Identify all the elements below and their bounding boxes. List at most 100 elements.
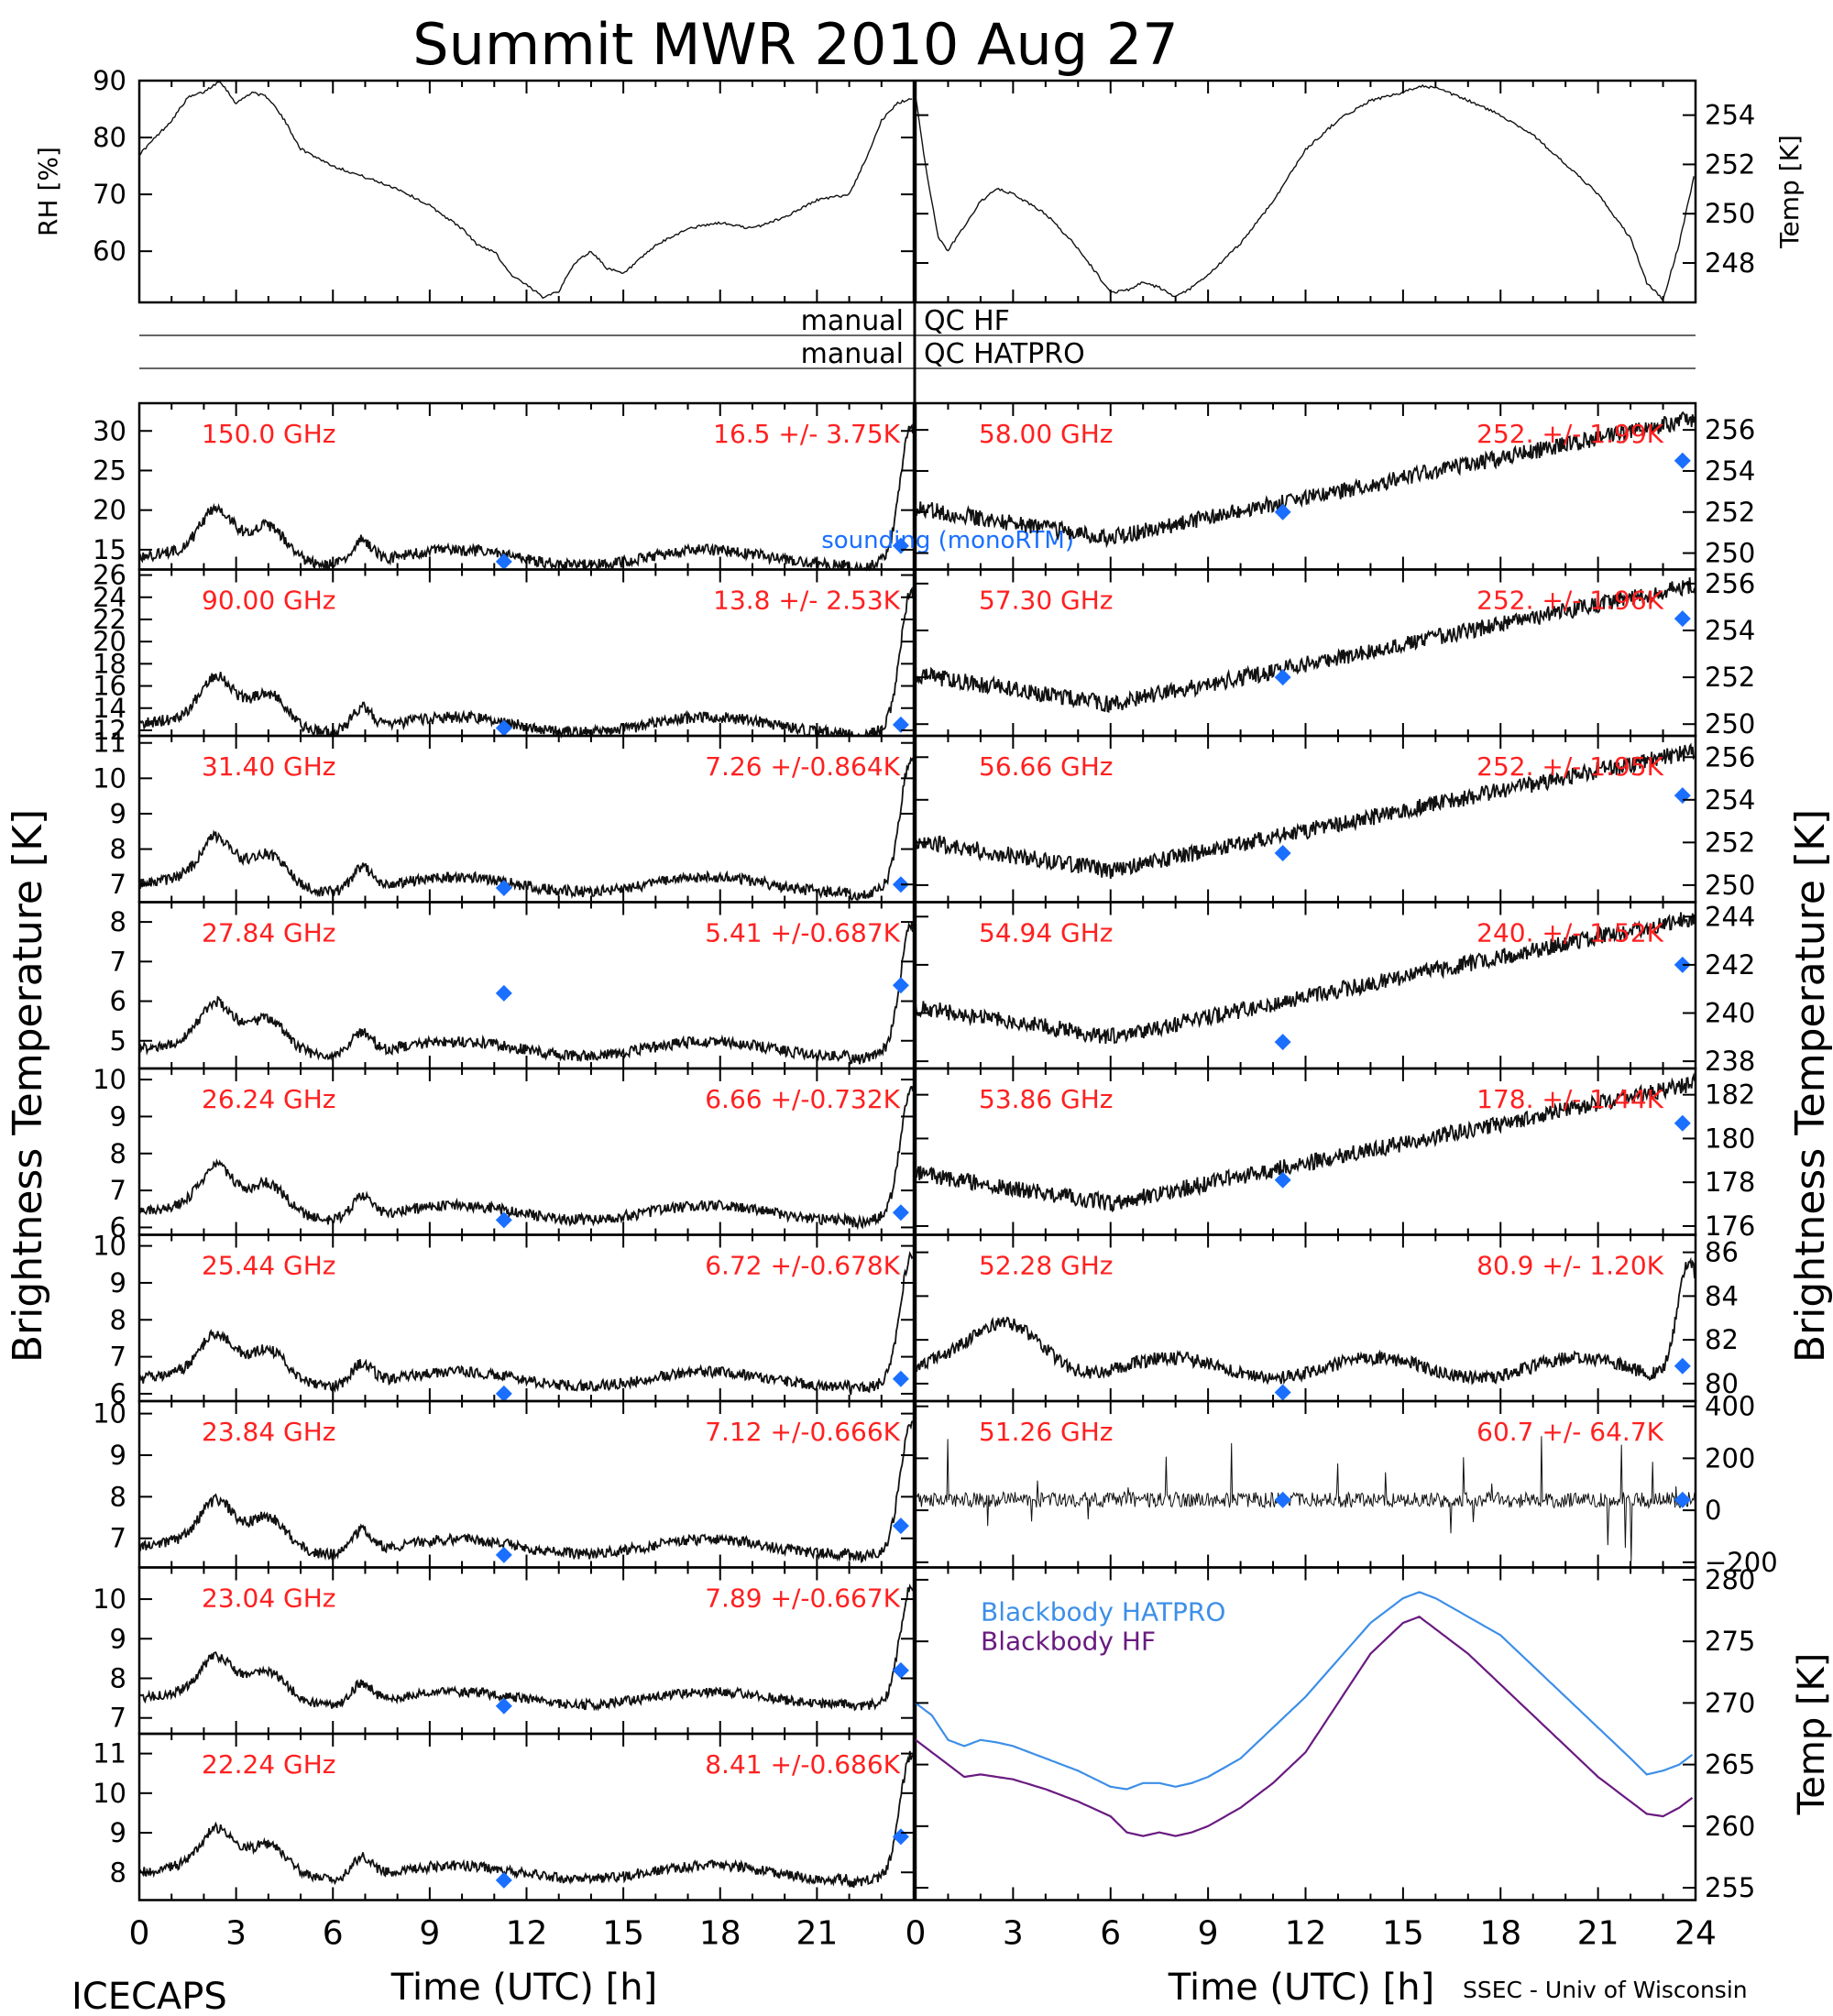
x-tick-label-right: 3 <box>1003 1915 1024 1953</box>
footer-left: ICECAPS <box>71 1976 227 2016</box>
right-channel-trace <box>915 577 1696 713</box>
x-tick-label-right: 0 <box>906 1915 927 1953</box>
y-tick-label: 10 <box>93 1778 126 1809</box>
y-tick-label: 80 <box>1705 1368 1739 1399</box>
y-tick-label: 14 <box>93 693 126 724</box>
left-channel-panel: 7 8 9 10 23.04 GHz 7.89 +/-0.667K <box>93 1566 916 1736</box>
channel-frequency-label: 23.84 GHz <box>202 1417 336 1447</box>
y-tick-label: 0 <box>1705 1495 1721 1526</box>
channel-stat-label: 240. +/- 1.52K <box>1476 918 1663 948</box>
y-tick-label: 86 <box>1705 1237 1739 1268</box>
sounding-marker <box>892 716 909 733</box>
channel-stat-label: 13.8 +/- 2.53K <box>713 586 900 616</box>
left-channel-trace <box>138 1250 914 1396</box>
channel-frequency-label: 53.86 GHz <box>979 1084 1114 1114</box>
y-tick-label: 275 <box>1705 1626 1755 1657</box>
y-tick-label: −200 <box>1705 1547 1778 1578</box>
y-tick-label: 9 <box>110 798 126 829</box>
right-axis-title: Brightness Temperature [K] <box>1787 809 1833 1363</box>
blackbody-hatpro-line <box>915 1591 1694 1791</box>
y-tick-label: 6 <box>110 1378 126 1409</box>
sounding-marker <box>892 1517 909 1535</box>
y-tick-label: 250 <box>1705 870 1755 901</box>
y-tick-label: 18 <box>93 648 126 679</box>
x-axis-title-left: Time (UTC) [h] <box>390 1967 657 2009</box>
sounding-marker <box>1674 1357 1691 1375</box>
y-tick-label: 22 <box>93 604 126 635</box>
y-tick-label: 9 <box>110 1101 126 1132</box>
x-tick-label-right: 18 <box>1479 1915 1521 1953</box>
channel-stat-label: 7.89 +/-0.667K <box>705 1583 900 1614</box>
y-tick-label: 70 <box>93 179 126 210</box>
left-channel-panel: 7 8 9 10 23.84 GHz 7.12 +/-0.666K <box>93 1398 916 1569</box>
x-tick-label-left: 21 <box>796 1915 838 1953</box>
x-tick-label-left: 3 <box>225 1915 247 1953</box>
y-tick-label: 254 <box>1705 615 1755 646</box>
sounding-marker <box>1674 1491 1691 1508</box>
y-tick-label: 9 <box>110 1817 126 1848</box>
y-tick-label: 8 <box>110 1663 126 1694</box>
right-channel-trace <box>915 1436 1696 1561</box>
y-tick-label: 178 <box>1705 1167 1755 1198</box>
sounding-marker <box>495 1211 512 1229</box>
y-tick-label: 8 <box>110 834 126 865</box>
sounding-marker <box>1674 610 1691 628</box>
y-tick-label: 256 <box>1705 741 1755 772</box>
channel-stat-label: 252. +/- 1.95K <box>1476 751 1663 782</box>
channel-stat-label: 252. +/- 1.99K <box>1476 419 1663 449</box>
y-tick-label: 254 <box>1705 455 1755 487</box>
y-tick-label: 7 <box>110 1175 126 1206</box>
y-tick-label: 180 <box>1705 1123 1755 1154</box>
sounding-marker <box>1274 844 1291 861</box>
y-tick-label: 9 <box>110 1440 126 1471</box>
x-tick-label-left: 15 <box>602 1915 644 1953</box>
y-tick-label: 24 <box>93 582 126 613</box>
sounding-marker <box>1274 503 1291 520</box>
channel-frequency-label: 22.24 GHz <box>202 1749 336 1780</box>
y-tick-label: 30 <box>93 415 126 446</box>
x-tick-label-right: 6 <box>1100 1915 1121 1953</box>
qc-hatpro-label-left: manual <box>801 338 904 370</box>
x-tick-label-right: 9 <box>1198 1915 1219 1953</box>
sounding-marker <box>495 880 512 897</box>
left-channel-trace <box>138 1085 914 1231</box>
sounding-marker <box>1274 669 1291 686</box>
channel-frequency-label: 26.24 GHz <box>202 1084 336 1114</box>
y-tick-label: 12 <box>93 715 126 746</box>
y-tick-label: 90 <box>93 65 126 96</box>
channel-stat-label: 178. +/- 1.44K <box>1476 1084 1663 1114</box>
channel-frequency-label: 57.30 GHz <box>979 586 1114 616</box>
channel-stat-label: 8.41 +/-0.686K <box>705 1749 900 1780</box>
y-tick-label: 255 <box>1705 1872 1755 1903</box>
x-tick-label-right: 24 <box>1674 1915 1717 1953</box>
channel-frequency-label: 52.28 GHz <box>979 1251 1114 1281</box>
y-tick-label: 11 <box>93 1738 126 1769</box>
y-tick-label: 9 <box>110 1267 126 1298</box>
channel-frequency-label: 54.94 GHz <box>979 918 1114 948</box>
y-tick-label: 11 <box>93 728 126 759</box>
y-tick-label: 25 <box>93 455 126 486</box>
x-tick-label-left: 18 <box>699 1915 741 1953</box>
sounding-marker <box>495 984 512 1002</box>
y-tick-label: 7 <box>110 946 126 977</box>
y-tick-label: 238 <box>1705 1046 1755 1077</box>
y-tick-label: 240 <box>1705 998 1755 1029</box>
y-tick-label: 182 <box>1705 1079 1755 1111</box>
y-tick-label: 252 <box>1705 148 1755 180</box>
y-tick-label: 7 <box>110 869 126 900</box>
x-axis-labels: 0 3 6 9 12 15 18 21 0 3 6 9 12 15 18 21 24 <box>129 1915 1717 1953</box>
sounding-marker <box>892 1370 909 1387</box>
temp-line <box>915 83 1695 301</box>
x-tick-label-left: 9 <box>419 1915 440 1953</box>
right-channel-panel: −200 0 200 400 51.26 GHz 60.7 +/- 64.7K <box>914 1391 1778 1578</box>
channel-stat-label: 5.41 +/-0.687K <box>705 918 900 948</box>
sounding-marker <box>892 876 909 893</box>
y-tick-label: 244 <box>1705 901 1755 932</box>
right-channel-panel: 176 178 180 182 53.86 GHz 178. +/- 1.44K <box>914 1067 1755 1242</box>
sounding-marker <box>892 1661 909 1679</box>
y-tick-label: 20 <box>93 626 126 657</box>
sounding-legend-label: sounding (monoRTM) <box>821 527 1074 554</box>
right-channel-panel: 80 82 84 86 52.28 GHz 80.9 +/- 1.20K <box>914 1233 1739 1403</box>
figure-title: Summit MWR 2010 Aug 27 <box>412 11 1178 78</box>
